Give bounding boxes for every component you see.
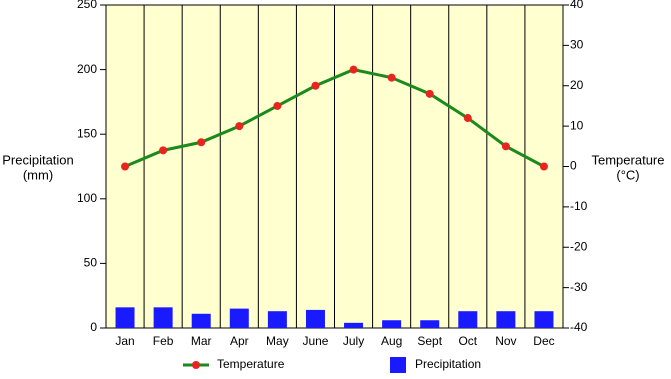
x-tick-label: Jan bbox=[115, 334, 134, 348]
y2-tick-label: 40 bbox=[570, 0, 584, 11]
bar bbox=[420, 320, 440, 328]
y2-tick-label: -10 bbox=[570, 199, 588, 213]
bar bbox=[458, 311, 478, 328]
marker bbox=[121, 162, 130, 171]
legend-swatch bbox=[390, 357, 406, 373]
y-axis-title: (mm) bbox=[23, 167, 53, 182]
x-tick-label: Mar bbox=[191, 334, 212, 348]
marker bbox=[273, 101, 282, 110]
x-tick-label: Dec bbox=[533, 334, 554, 348]
bar bbox=[496, 311, 516, 328]
marker bbox=[387, 73, 396, 82]
y2-tick-label: 20 bbox=[570, 78, 584, 92]
y2-tick-label: -40 bbox=[570, 320, 588, 334]
y-tick-label: 200 bbox=[77, 62, 97, 76]
legend-marker bbox=[192, 361, 200, 369]
x-tick-label: Sept bbox=[417, 334, 442, 348]
bar bbox=[305, 309, 325, 328]
legend-label: Precipitation bbox=[415, 357, 481, 371]
y-tick-label: 100 bbox=[77, 191, 97, 205]
marker bbox=[349, 65, 358, 74]
y2-tick-label: -20 bbox=[570, 239, 588, 253]
marker bbox=[501, 142, 510, 151]
marker bbox=[159, 146, 168, 155]
bar bbox=[534, 311, 554, 328]
bar bbox=[267, 311, 287, 328]
x-tick-label: June bbox=[302, 334, 328, 348]
y-tick-label: 250 bbox=[77, 0, 97, 11]
x-tick-label: May bbox=[266, 334, 289, 348]
marker bbox=[197, 138, 206, 147]
y2-tick-label: 30 bbox=[570, 38, 584, 52]
y2-axis-title: (°C) bbox=[616, 167, 639, 182]
y-tick-label: 150 bbox=[77, 126, 97, 140]
x-tick-label: Feb bbox=[153, 334, 174, 348]
x-tick-label: Oct bbox=[458, 334, 477, 348]
marker bbox=[463, 114, 472, 123]
line bbox=[124, 68, 545, 168]
bar bbox=[115, 307, 135, 328]
marker bbox=[235, 122, 244, 131]
legend-label: Temperature bbox=[217, 357, 285, 371]
y-tick-label: 50 bbox=[84, 256, 98, 270]
y2-tick-label: -30 bbox=[570, 280, 588, 294]
x-tick-label: Apr bbox=[230, 334, 249, 348]
bar bbox=[382, 320, 402, 328]
bar bbox=[229, 308, 249, 328]
y2-axis-title: Temperature bbox=[592, 152, 665, 167]
marker bbox=[311, 81, 320, 90]
bar bbox=[344, 322, 364, 328]
y2-tick-label: 0 bbox=[570, 159, 577, 173]
x-tick-label: Aug bbox=[381, 334, 402, 348]
bar bbox=[191, 313, 211, 328]
bar bbox=[153, 307, 173, 328]
marker bbox=[425, 89, 434, 98]
x-tick-label: Nov bbox=[495, 334, 516, 348]
y-tick-label: 0 bbox=[90, 320, 97, 334]
y-axis-title: Precipitation bbox=[2, 152, 74, 167]
marker bbox=[539, 162, 548, 171]
x-tick-label: July bbox=[343, 334, 364, 348]
y2-tick-label: 10 bbox=[570, 118, 584, 132]
